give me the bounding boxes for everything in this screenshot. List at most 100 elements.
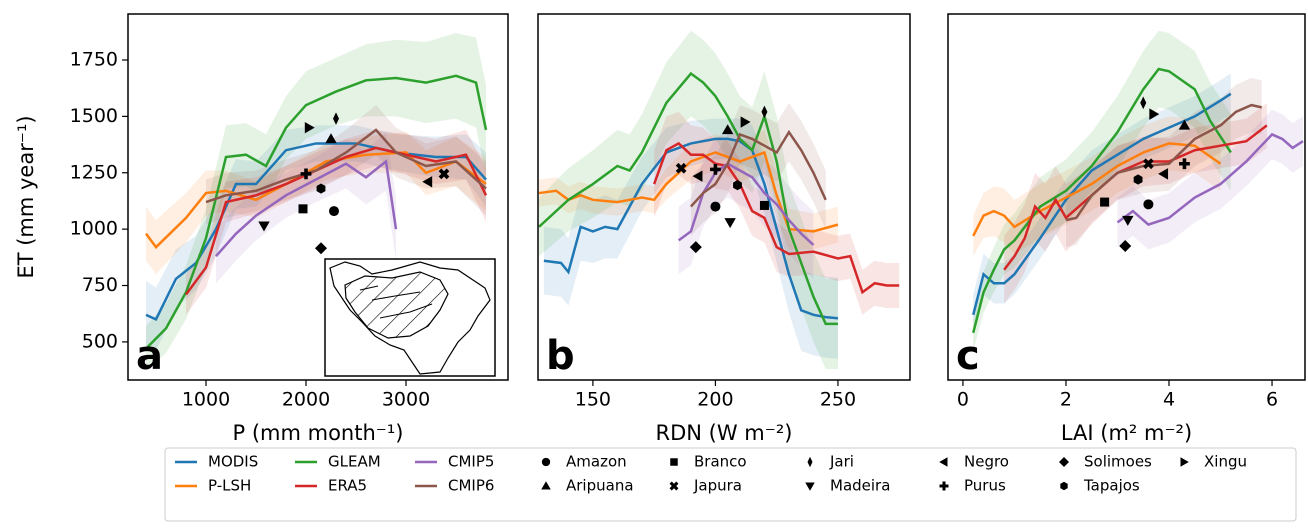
basin-point (710, 201, 721, 212)
legend-label: Xingu (1204, 453, 1247, 471)
y-tick-label: 1750 (70, 49, 118, 71)
basin-point (304, 121, 315, 134)
panel-label: b (546, 333, 575, 379)
y-tick-label: 500 (82, 330, 118, 352)
legend-label: Aripuana (566, 477, 634, 495)
series-line (972, 67, 1232, 334)
plot-area (144, 32, 488, 372)
uncertainty-band (538, 129, 838, 250)
x-tick-label: 150 (575, 389, 611, 411)
basin-point (316, 183, 326, 194)
basin-point (761, 105, 768, 119)
legend-label: Negro (964, 453, 1009, 471)
legend-label: Madeira (830, 477, 890, 495)
uncertainty-band (973, 73, 1231, 336)
legend-marker (939, 457, 948, 467)
legend-box (164, 447, 1297, 522)
legend-label: CMIP6 (448, 477, 494, 495)
uncertainty-band (216, 132, 396, 284)
series-line (1116, 132, 1304, 227)
basin-point (1143, 158, 1154, 170)
legend-label: P-LSH (208, 477, 251, 495)
legend-label: Tapajos (1083, 477, 1140, 495)
basin-point (1122, 215, 1134, 226)
x-tick-label: 250 (820, 389, 856, 411)
uncertainty-band (146, 32, 486, 372)
series-line (145, 74, 488, 350)
uncertainty-band (1117, 109, 1303, 250)
basin-point (438, 168, 450, 180)
legend-marker (939, 481, 949, 491)
basin-point (315, 242, 327, 255)
legend-marker (1180, 457, 1189, 467)
series-line (145, 142, 487, 321)
x-tick-label: 2 (1060, 389, 1072, 411)
legend-label: Japura (693, 477, 742, 495)
series-line (205, 128, 487, 204)
legend-marker (1060, 481, 1068, 491)
basin-point (1119, 240, 1132, 253)
basin-point (300, 168, 312, 180)
legend-label: GLEAM (328, 453, 381, 471)
plot-area (972, 30, 1304, 351)
series-line (689, 129, 827, 208)
y-tick-label: 1250 (70, 161, 118, 183)
basin-point (740, 116, 751, 128)
basin-point (1179, 158, 1190, 170)
legend-label: MODIS (208, 453, 258, 471)
basin-point (333, 112, 339, 125)
inset-map (324, 258, 496, 377)
legend-marker (1059, 457, 1069, 467)
basin-point (689, 241, 702, 254)
x-tick-label: 1000 (182, 389, 230, 411)
panel-label: a (136, 333, 163, 379)
basin-point (1178, 119, 1191, 130)
plot-frame (947, 13, 1306, 381)
legend-label: ERA5 (328, 477, 367, 495)
basin-point (1133, 174, 1143, 185)
y-tick-label: 1500 (70, 105, 118, 127)
legend-marker (669, 481, 679, 491)
basin-point (710, 163, 721, 175)
basin-point (298, 204, 308, 214)
basin-point (1158, 168, 1169, 180)
series-line (652, 141, 900, 295)
series-line (215, 159, 398, 258)
uncertainty-band (146, 132, 486, 275)
basin-point (733, 180, 742, 191)
basin-point (1149, 108, 1160, 120)
x-tick-label: 200 (697, 389, 733, 411)
legend-marker (541, 481, 551, 490)
y-axis-label: ET (mm year⁻¹) (14, 115, 38, 278)
x-axis-label: RDN (W m⁻²) (656, 421, 793, 445)
basin-point (422, 176, 433, 188)
plot-area (538, 30, 900, 369)
uncertainty-band (186, 129, 486, 315)
x-tick-label: 6 (1266, 389, 1278, 411)
series-line (972, 142, 1222, 237)
series-line (677, 162, 815, 246)
series-line (972, 92, 1232, 316)
legend-label: Solimoes (1084, 453, 1152, 471)
y-tick-label: 750 (82, 274, 118, 296)
plot-frame (127, 13, 509, 381)
basin-point (759, 200, 769, 210)
uncertainty-band (973, 116, 1221, 257)
basin-point (692, 170, 703, 182)
legend-marker (670, 458, 678, 466)
plot-frame (537, 13, 911, 381)
basin-point (1140, 96, 1147, 110)
x-tick-label: 0 (957, 389, 969, 411)
legend-label: CMIP5 (448, 453, 494, 471)
series-line (538, 71, 838, 326)
legend-marker (807, 456, 813, 468)
x-axis-label: LAI (m² m⁻²) (1061, 421, 1192, 445)
legend-label: Amazon (566, 453, 627, 471)
series-line (1065, 103, 1262, 222)
x-tick-label: 2000 (282, 389, 330, 411)
y-tick-label: 1000 (70, 218, 118, 240)
legend-label: Jari (829, 453, 854, 471)
x-tick-label: 4 (1163, 389, 1175, 411)
basin-point (675, 162, 687, 174)
